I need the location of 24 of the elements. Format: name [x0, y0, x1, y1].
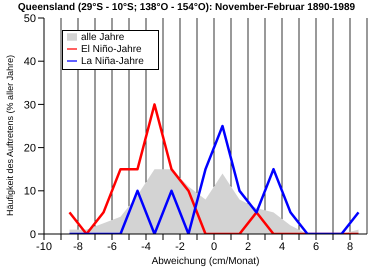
y-tick-label: 0 [30, 228, 36, 241]
x-axis-title: Abweichung (cm/Monat) [152, 256, 260, 267]
y-axis-title: Häufigkeit des Auftretens (% aller Jahre) [5, 54, 16, 216]
legend-label: El Niño-Jahre [81, 44, 142, 55]
x-tick-label: -8 [73, 240, 83, 253]
line-series [68, 103, 360, 234]
x-tick-label: 6 [312, 240, 320, 253]
legend-label: alle Jahre [81, 32, 124, 43]
x-tick-label: 0 [210, 240, 218, 253]
x-tick-label: -2 [175, 240, 185, 253]
x-tick-label: 4 [278, 240, 286, 253]
chart-title: Queensland (29°S - 10°S; 138°O - 154°O): November-Februar 1890-1989 [16, 2, 356, 13]
line-series [68, 124, 360, 234]
y-tick-label: 40 [24, 56, 36, 68]
x-tick-label: -10 [36, 240, 52, 253]
x-tick-label: 2 [244, 240, 252, 253]
legend-label: La Niña-Jahre [81, 56, 144, 67]
x-tick-label: -4 [141, 240, 151, 253]
y-tick-label: 50 [24, 12, 36, 25]
x-tick-label: -6 [107, 240, 117, 253]
y-tick-label: 20 [24, 142, 36, 155]
y-tick-label: 30 [24, 99, 36, 112]
y-tick-label: 10 [24, 186, 36, 198]
x-tick-label: 8 [346, 240, 354, 253]
